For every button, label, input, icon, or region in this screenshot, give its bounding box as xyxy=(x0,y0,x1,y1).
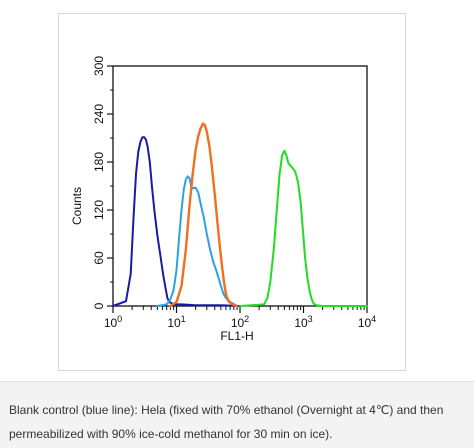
figure-frame xyxy=(58,13,406,371)
histogram-series-1 xyxy=(112,136,241,307)
y-tick-label: 120 xyxy=(92,200,106,220)
y-tick-label: 0 xyxy=(92,302,106,309)
y-tick-label: 240 xyxy=(92,104,106,124)
chart-axes xyxy=(107,65,368,313)
x-axis-title: FL1-H xyxy=(220,329,253,343)
histogram-series-4 xyxy=(239,149,368,307)
caption-text: Blank control (blue line): Hela (fixed w… xyxy=(9,403,444,441)
y-tick-label: 60 xyxy=(92,251,106,265)
x-tick-label: 104 xyxy=(358,314,376,330)
figure-caption: Blank control (blue line): Hela (fixed w… xyxy=(0,381,474,448)
labels-layer: 0 60 120 180 240 300 100 101 102 103 104 FL1-H Count… xyxy=(70,56,376,343)
y-tick-label: 300 xyxy=(92,56,106,76)
y-axis-title: Counts xyxy=(70,187,84,225)
y-tick-label: 180 xyxy=(92,152,106,172)
series-layer xyxy=(112,122,368,308)
x-tick-label: 102 xyxy=(231,314,249,330)
x-tick-label: 103 xyxy=(294,314,312,330)
flow-histogram-chart: 0 60 120 180 240 300 100 101 102 103 104 FL1-H Count… xyxy=(70,56,376,343)
x-tick-label: 101 xyxy=(167,314,185,330)
x-tick-label: 100 xyxy=(104,314,122,330)
histogram-series-2 xyxy=(156,175,239,307)
histogram-series-3 xyxy=(169,122,239,308)
